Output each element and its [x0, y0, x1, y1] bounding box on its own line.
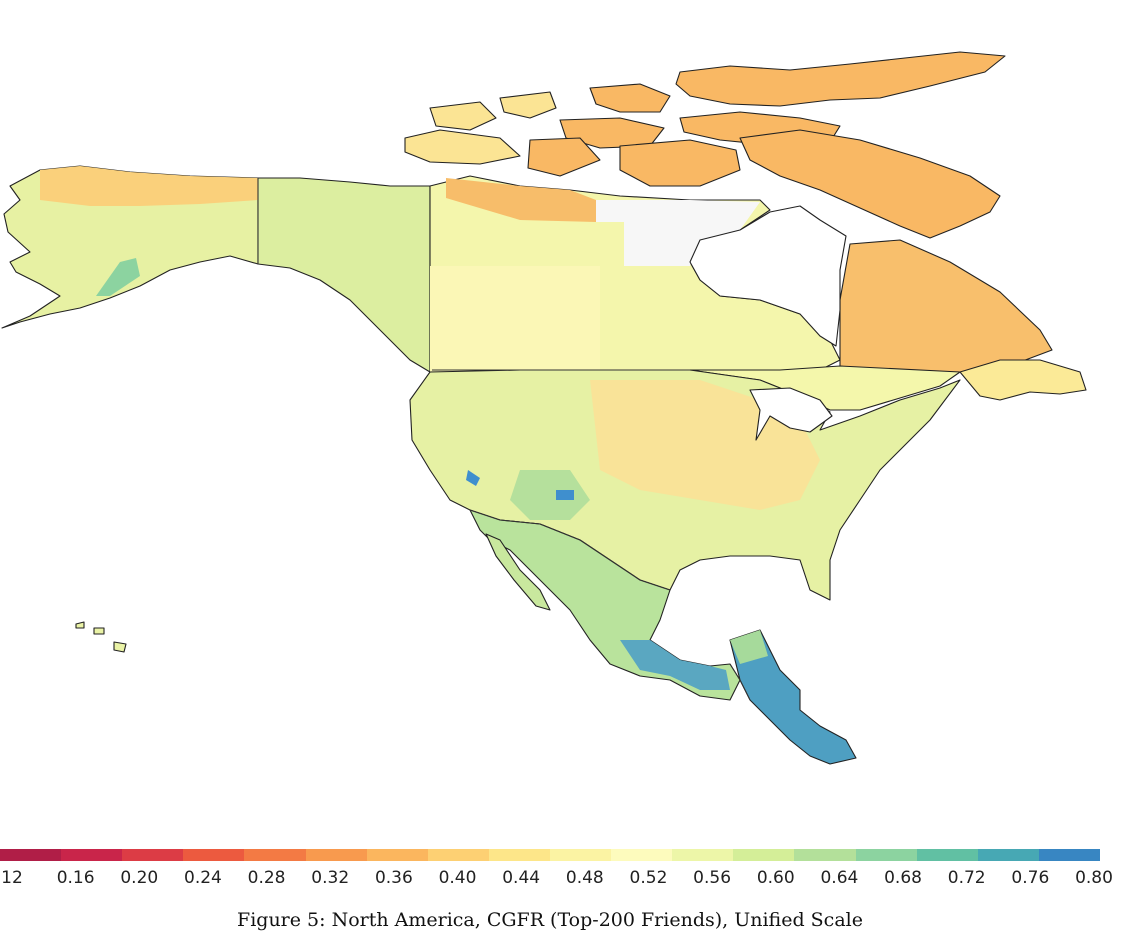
arctic-island-3 — [499, 91, 557, 119]
mexico-south-blue — [620, 640, 730, 690]
colorbar-tick-label: 0.52 — [629, 868, 668, 888]
central-america — [729, 629, 857, 765]
mexico-guatemala-border — [729, 663, 751, 701]
hudson-bay — [689, 205, 847, 347]
colorbar-segment — [977, 849, 1039, 861]
colorbar-segment — [61, 849, 123, 861]
colorbar-segment — [611, 849, 673, 861]
colorbar-segment — [916, 849, 978, 861]
colorbar-tick-label: 0.68 — [884, 868, 922, 888]
colorbar-tick-label: 0.32 — [311, 868, 350, 888]
hawaii-3 — [113, 641, 127, 653]
colorbar-segment — [733, 849, 795, 861]
colorbar-tick-label: 0.24 — [184, 868, 222, 888]
colorbar-segment — [488, 849, 550, 861]
alaska — [1, 165, 259, 329]
colorbar-segment — [122, 849, 184, 861]
arctic-island-4 — [429, 101, 497, 131]
great-lakes — [749, 387, 833, 441]
colorbar-tick-label: 0.28 — [247, 868, 286, 888]
colorbar-tick-label: 0.64 — [820, 868, 859, 888]
nunavut-no-data — [596, 200, 760, 266]
colorbar-segment — [244, 849, 306, 861]
colorbar-tick-label: 0.16 — [56, 868, 95, 888]
us-mexico-border — [469, 509, 671, 591]
colorbar-tick-label: 0.40 — [438, 868, 477, 888]
colorbar-tick-label: 0.76 — [1011, 868, 1050, 888]
colorbar-segment — [366, 849, 428, 861]
colorado-blue — [556, 490, 574, 500]
colorbar-segment — [305, 849, 367, 861]
arctic-island-1 — [675, 51, 1006, 107]
colorbar-tick-label: 0.44 — [502, 868, 541, 888]
nunavut-mainland — [446, 178, 596, 222]
colorbar-segment — [427, 849, 489, 861]
colorbar-tick-label: 0.80 — [1075, 868, 1113, 888]
hawaii-1 — [75, 621, 85, 629]
colorbar-segment — [549, 849, 612, 861]
atlantic-canada — [959, 359, 1087, 401]
alaska-north-slope — [40, 166, 258, 206]
colorbar-segment — [855, 849, 917, 861]
alaska-kenai — [96, 258, 140, 296]
arctic-island-2 — [589, 83, 671, 113]
colorbar-segment — [183, 849, 245, 861]
colorbar-tick-label: 12 — [1, 868, 23, 888]
arctic-island-8 — [527, 137, 601, 177]
utah-blue — [466, 470, 480, 486]
colorbar-segment — [0, 849, 62, 861]
baja — [485, 533, 551, 611]
prairies — [430, 266, 600, 372]
arctic-island-9 — [619, 139, 741, 187]
baffin-island — [739, 129, 1001, 239]
colorbar-tick-label: 0.72 — [947, 868, 986, 888]
quebec-north — [839, 239, 1053, 373]
arctic-island-7 — [404, 129, 521, 165]
colorbar-tick-label: 0.60 — [756, 868, 795, 888]
north-america-map — [1, 51, 1087, 765]
yucatan — [730, 630, 768, 664]
colorbar-segment — [672, 849, 734, 861]
hawaii-2 — [93, 627, 105, 635]
colorbar-segment — [794, 849, 856, 861]
yukon-bc — [257, 177, 431, 373]
figure-caption: Figure 5: North America, CGFR (Top-200 F… — [237, 909, 863, 931]
usa-mountain — [510, 470, 590, 520]
colorbar — [0, 849, 1100, 861]
colorbar-tick-label: 0.48 — [565, 868, 604, 888]
colorbar-tick-label: 0.36 — [374, 868, 413, 888]
colorbar-tick-label: 0.56 — [693, 868, 732, 888]
colorbar-tick-label: 0.20 — [120, 868, 159, 888]
colorbar-ticks: 12 0.16 0.20 0.24 0.28 0.32 0.36 0.40 0.44 0.48 0.… — [0, 868, 1147, 892]
colorbar-segment — [1038, 849, 1100, 861]
